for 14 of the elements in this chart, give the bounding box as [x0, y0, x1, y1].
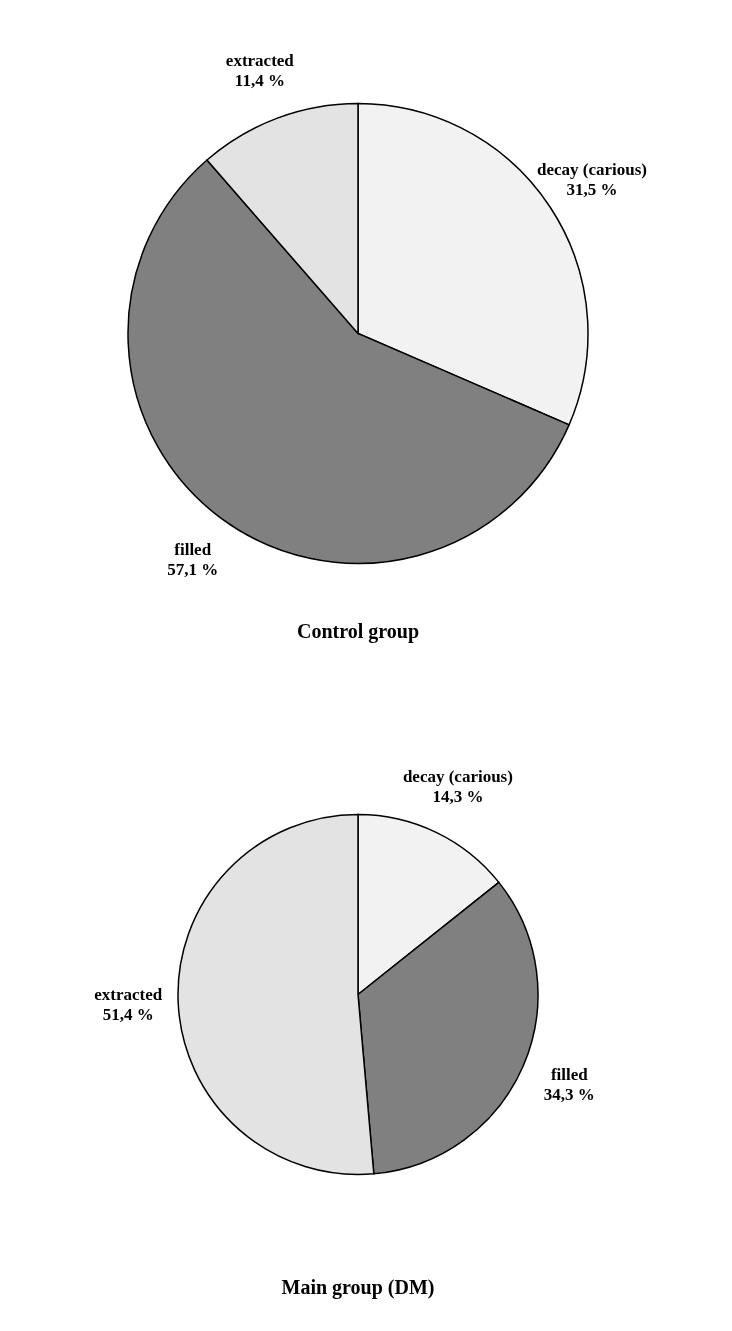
- data-label: 34,3 %: [543, 1085, 595, 1105]
- data-label: 11,4 %: [234, 71, 285, 91]
- slice-label: extracted: [94, 984, 163, 1004]
- text: Control group: [296, 620, 420, 643]
- slice-label: filled: [174, 539, 212, 559]
- slice-label: filled: [550, 1065, 589, 1085]
- data-label: 14,3 %: [432, 787, 484, 807]
- slice-label: extracted: [225, 51, 295, 71]
- data-label: 57,1 %: [167, 559, 219, 579]
- text: Main group (DM): [281, 1276, 435, 1299]
- data-label: 51,4 %: [102, 1004, 154, 1024]
- slice-label: decay (carious): [402, 767, 513, 787]
- slice-label: decay (carious): [537, 159, 648, 179]
- data-label: 31,5 %: [566, 179, 618, 199]
